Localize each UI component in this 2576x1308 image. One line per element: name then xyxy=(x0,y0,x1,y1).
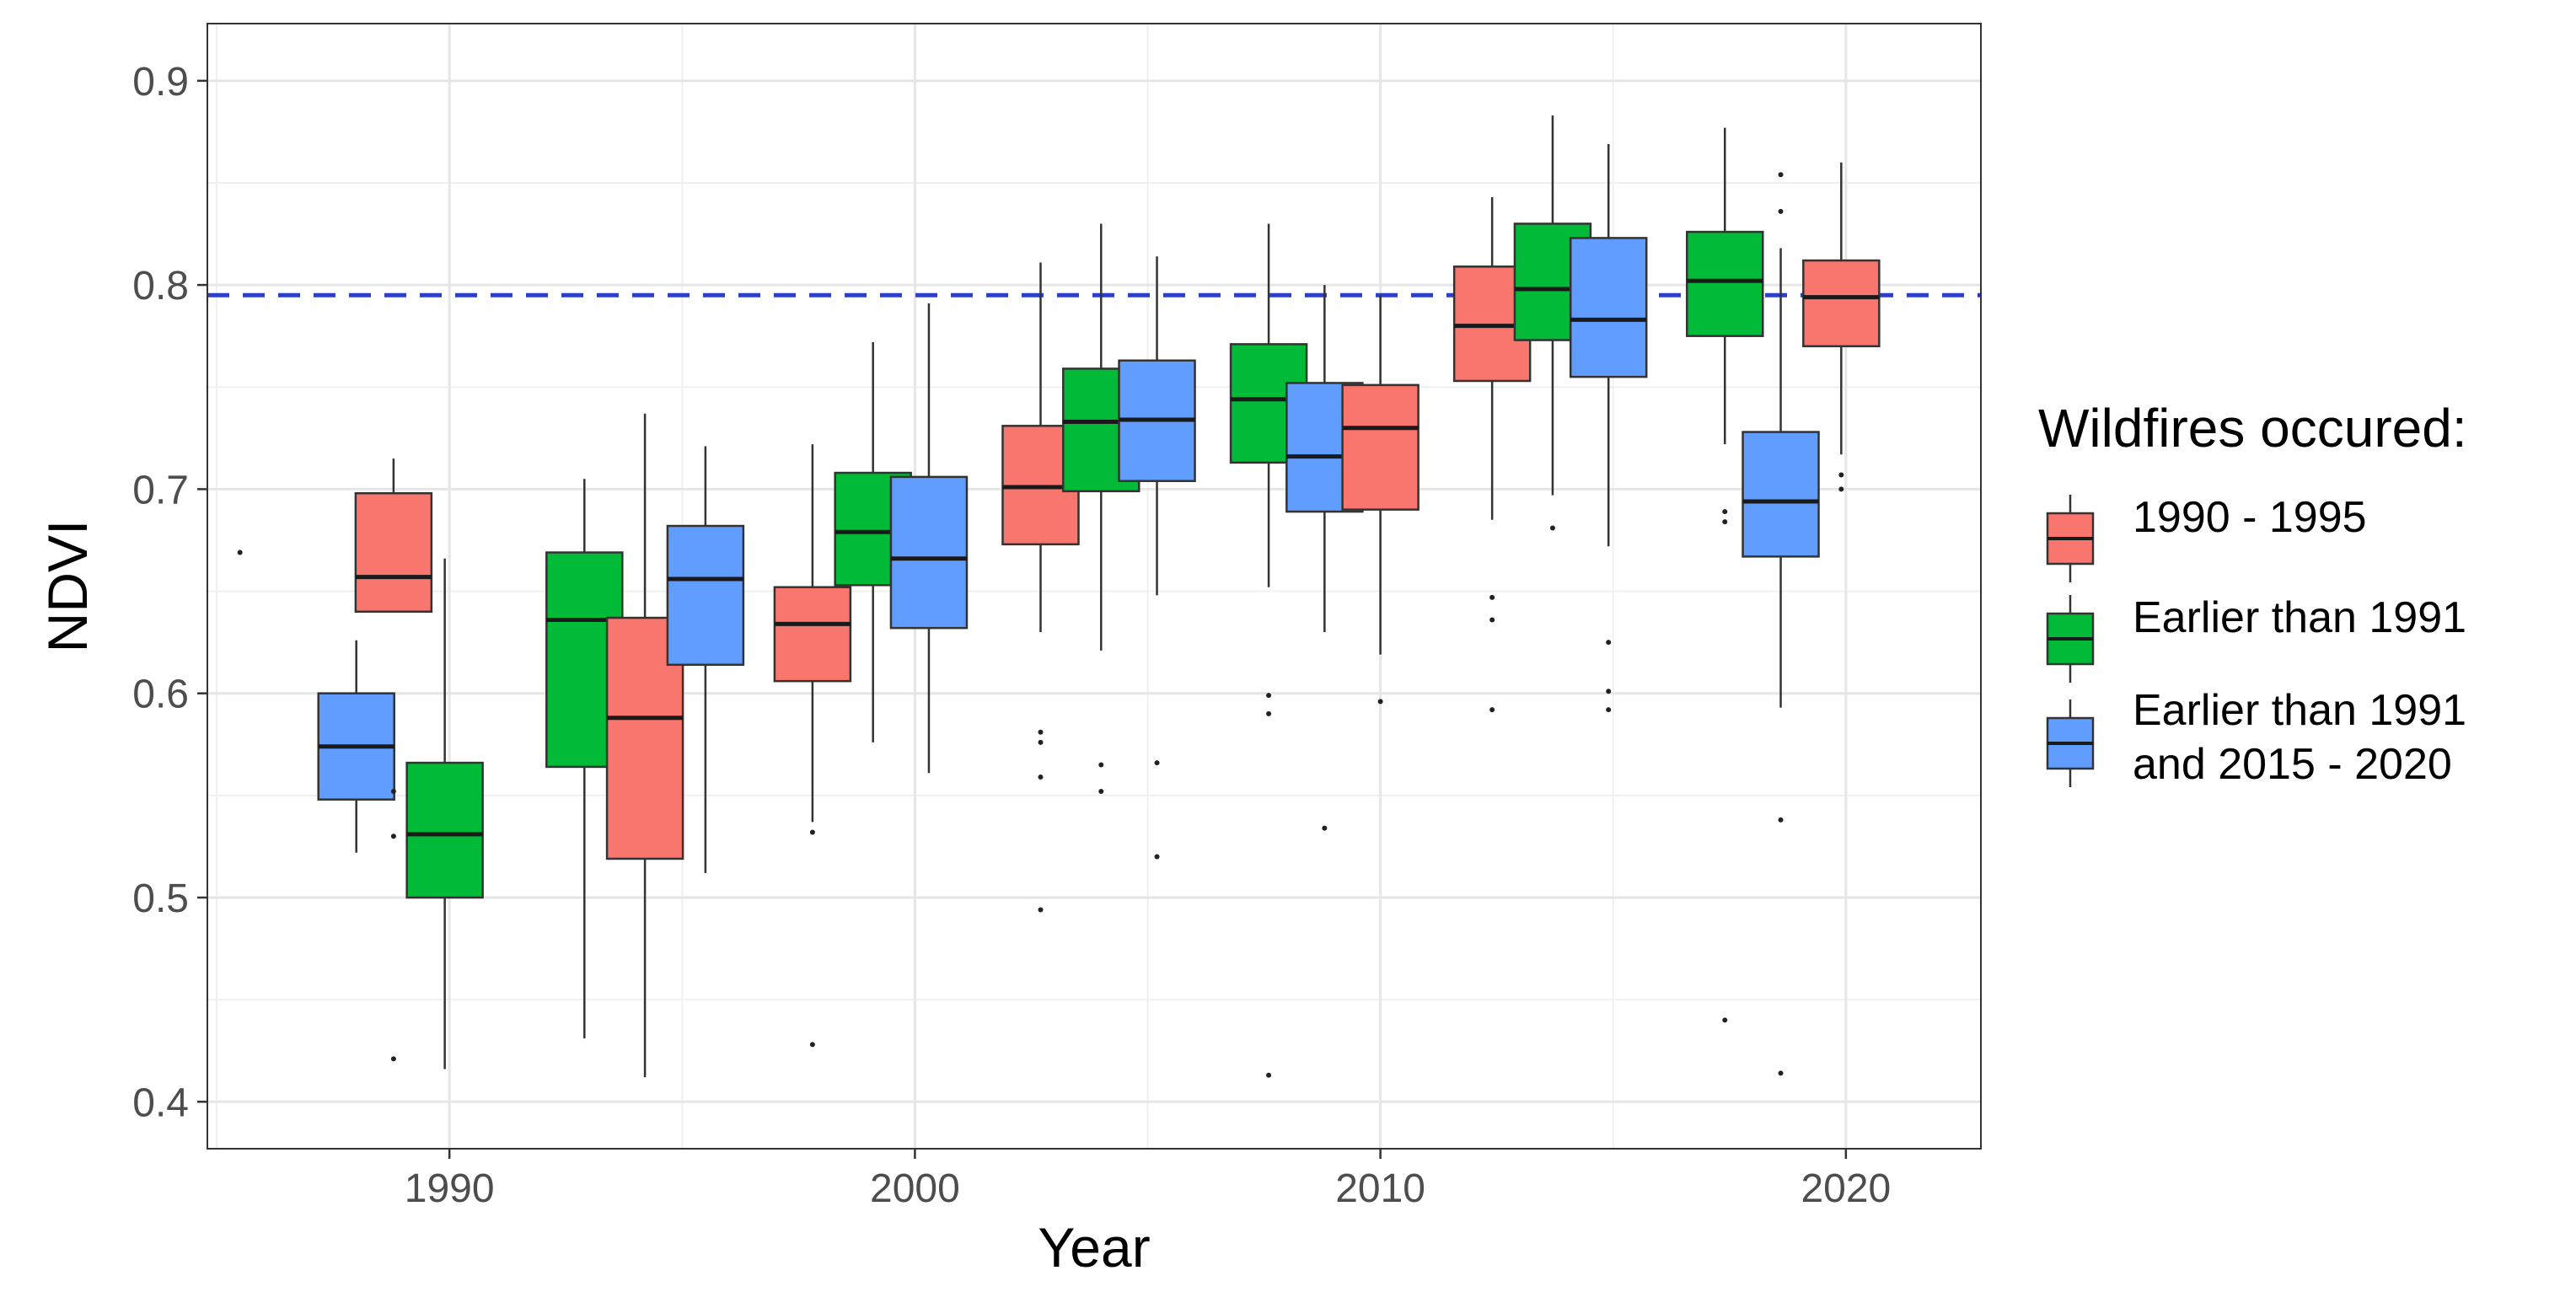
outlier-point xyxy=(1098,762,1104,768)
plot-panel-border xyxy=(207,23,1982,1150)
outlier-point xyxy=(809,829,815,835)
box-iqr xyxy=(405,761,484,899)
outlier-point xyxy=(1038,739,1044,745)
legend-label: 1990 - 1995 xyxy=(2133,493,2367,542)
outlier-point xyxy=(1606,640,1612,646)
y-tick-label: 0.4 xyxy=(132,1080,189,1125)
box-2-1988 xyxy=(317,640,395,853)
outlier-point xyxy=(1778,208,1784,214)
outlier-point xyxy=(1154,854,1160,860)
legend-entry-1: Earlier than 1991 xyxy=(2046,593,2466,683)
grid-lines xyxy=(207,24,1981,1149)
y-tick-label: 0.9 xyxy=(132,60,189,105)
outlier-point xyxy=(1722,509,1728,515)
legend-entry-0: 1990 - 1995 xyxy=(2046,493,2367,582)
box-2-1995.5 xyxy=(666,446,745,873)
box-0-2010 xyxy=(1341,295,1419,705)
x-tick-label: 2000 xyxy=(870,1166,960,1211)
box-0-2019.9 xyxy=(1802,162,1881,492)
box-1-1989.9 xyxy=(405,558,484,1069)
box-1-2017.4 xyxy=(1686,127,1764,1023)
box-0-1997.8 xyxy=(773,444,852,1048)
legend-label: and 2015 - 2020 xyxy=(2133,740,2452,789)
x-axis-ticks: 1990 2000 2010 2020 xyxy=(405,1149,1891,1211)
x-tick-label: 1990 xyxy=(405,1166,495,1211)
box-iqr xyxy=(1569,237,1648,378)
box-iqr xyxy=(1802,259,1881,348)
outlier-point xyxy=(1838,472,1844,478)
outlier-point xyxy=(1606,707,1612,713)
outlier-point xyxy=(1489,594,1495,600)
legend-entry-2: Earlier than 1991 and 2015 - 2020 xyxy=(2046,686,2466,789)
y-axis-title: NDVI xyxy=(36,520,99,653)
box-iqr xyxy=(354,492,433,614)
box-2-2000.3 xyxy=(889,303,969,774)
box-1-2007.6 xyxy=(1229,223,1308,1078)
outlier-point xyxy=(390,788,396,794)
box-iqr xyxy=(773,586,852,683)
x-tick-label: 2020 xyxy=(1801,1166,1891,1211)
y-tick-label: 0.8 xyxy=(132,264,189,308)
y-tick-label: 0.5 xyxy=(132,876,189,921)
y-tick-label: 0.7 xyxy=(132,468,189,512)
box-2-2005.2 xyxy=(1118,256,1196,860)
box-0-1994.2 xyxy=(605,413,684,1078)
outlier-point xyxy=(1722,519,1728,525)
box-iqr xyxy=(666,524,745,667)
outlier-point xyxy=(1722,1017,1728,1023)
outlier-point xyxy=(390,834,396,839)
outlier-point xyxy=(1154,760,1160,766)
outlier-point xyxy=(1778,172,1784,178)
outlier-point xyxy=(1489,707,1495,713)
outlier-point xyxy=(1606,689,1612,694)
outlier-point xyxy=(809,1042,815,1048)
outlier-point xyxy=(1377,699,1383,705)
box-plot-group xyxy=(237,115,1881,1078)
y-tick-label: 0.6 xyxy=(132,673,189,717)
box-0-2002.7 xyxy=(1001,262,1080,913)
outlier-point xyxy=(1038,729,1044,735)
outlier-point xyxy=(1266,1072,1272,1078)
x-tick-label: 2010 xyxy=(1335,1166,1425,1211)
y-axis-ticks: 0.4 0.5 0.6 0.7 0.8 0.9 xyxy=(132,60,207,1125)
box-2-2014.9 xyxy=(1569,143,1648,713)
legend-label: Earlier than 1991 xyxy=(2133,686,2466,735)
outlier-point xyxy=(1778,1070,1784,1076)
box-iqr xyxy=(1686,230,1764,337)
box-iqr xyxy=(1741,431,1820,558)
box-2-2018.6 xyxy=(1741,172,1820,1076)
box-0-1988.8 xyxy=(354,458,433,1062)
outlier-point xyxy=(1778,817,1784,823)
legend-label: Earlier than 1991 xyxy=(2133,593,2466,642)
outlier-point xyxy=(390,1056,396,1062)
outlier-point xyxy=(1266,693,1272,699)
outlier-point xyxy=(1098,788,1104,794)
outlier-point xyxy=(1549,525,1555,531)
legend-title: Wildfires occured: xyxy=(2038,398,2467,458)
box-iqr xyxy=(1341,383,1419,511)
x-axis-title: Year xyxy=(1038,1216,1150,1279)
outlier-point xyxy=(1038,775,1044,780)
outlier-point xyxy=(1838,486,1844,492)
box-iqr xyxy=(889,475,969,630)
outlier-point xyxy=(237,549,243,555)
outlier-point xyxy=(1038,907,1044,913)
outlier-point xyxy=(1266,710,1272,716)
legend: Wildfires occured: 1990 - 1995 Earlier th… xyxy=(2038,398,2467,789)
outlier-point xyxy=(1489,617,1495,623)
outlier-point xyxy=(1322,825,1328,831)
